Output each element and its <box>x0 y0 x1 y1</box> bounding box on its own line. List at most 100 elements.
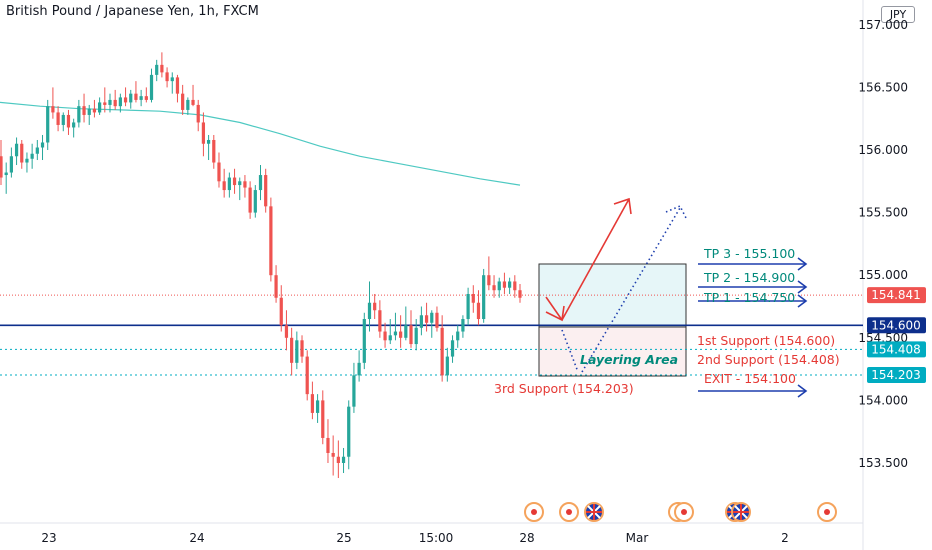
candle-body <box>435 312 439 328</box>
candle-body <box>227 177 231 191</box>
candle <box>326 419 330 463</box>
x-tick-label: 25 <box>336 531 351 545</box>
candle <box>206 134 211 161</box>
tp3-label: TP 3 - 155.100 <box>703 246 795 261</box>
candle-body <box>206 139 211 144</box>
candle <box>269 197 273 282</box>
candle <box>347 400 351 470</box>
event-icon <box>674 502 694 522</box>
candle <box>388 319 392 345</box>
candle <box>14 137 19 166</box>
candle <box>321 390 325 445</box>
candle-body <box>77 106 81 123</box>
candle-body <box>175 77 180 94</box>
candle <box>181 84 185 115</box>
candle <box>113 89 117 110</box>
candle-body <box>181 93 185 110</box>
support1-label: 1st Support (154.600) <box>697 333 835 348</box>
price-label-box <box>867 341 926 358</box>
candle <box>414 319 418 351</box>
candle <box>341 447 346 474</box>
price-label-box <box>867 366 926 383</box>
candle-body <box>165 72 169 82</box>
candle <box>435 306 439 332</box>
candle-body <box>9 156 13 173</box>
candle-body <box>232 177 237 186</box>
candle-body <box>284 325 289 338</box>
candle-body <box>87 108 91 115</box>
candle-body <box>508 281 512 288</box>
candle <box>212 134 216 169</box>
candle-body <box>191 99 195 105</box>
candle-body <box>238 181 242 186</box>
candle <box>508 277 512 294</box>
y-tick-label: 157.000 <box>858 18 908 32</box>
candle <box>108 93 112 113</box>
candle-body <box>409 325 413 345</box>
candle-body <box>35 147 39 154</box>
candle-body <box>310 394 315 413</box>
candle <box>476 290 481 326</box>
candle-body <box>419 315 423 328</box>
candle <box>149 68 154 103</box>
candle <box>20 139 24 169</box>
candle-body <box>4 172 8 176</box>
candle-body <box>295 340 299 363</box>
tp1-label: TP 1 - 154.750 <box>703 290 795 305</box>
x-tick-label: 2 <box>781 531 789 545</box>
candle-body <box>186 99 190 110</box>
candle-body <box>170 77 174 82</box>
currency-badge[interactable]: JPY <box>881 6 915 23</box>
candle <box>92 99 97 118</box>
candle-body <box>393 331 398 336</box>
candle-body <box>440 327 444 376</box>
time-axis[interactable]: 23 24 25 15:00 28 Mar 2 <box>41 531 788 545</box>
candle <box>175 74 180 103</box>
candle-body <box>326 437 330 453</box>
candle-body <box>201 122 206 144</box>
candle <box>51 87 55 119</box>
y-tick-label: 155.500 <box>858 206 908 220</box>
x-tick-label: 23 <box>41 531 56 545</box>
candle-body <box>279 297 283 326</box>
candle <box>456 325 460 348</box>
candle <box>305 350 309 401</box>
candle-body <box>51 106 55 113</box>
red-projection-arrow <box>545 197 632 322</box>
candle-body <box>82 106 86 115</box>
candle-body <box>0 156 3 178</box>
candle <box>217 152 221 188</box>
candle <box>310 381 315 420</box>
candle-body <box>445 356 449 376</box>
price-axis[interactable]: 157.000 156.500 156.000 155.500 155.000 154.5… <box>858 18 908 470</box>
candle <box>440 315 444 382</box>
y-tick-label: 156.500 <box>858 80 908 94</box>
candle <box>186 97 190 115</box>
candle <box>518 283 522 303</box>
candle <box>445 347 449 382</box>
candle-body <box>456 331 460 341</box>
candle-body <box>497 281 501 291</box>
event-icons[interactable] <box>524 502 837 522</box>
candle-body <box>321 400 325 438</box>
candle <box>129 89 133 109</box>
event-icon <box>524 502 544 522</box>
candle-body <box>196 104 200 123</box>
candle <box>243 175 247 198</box>
candle-body <box>367 302 372 320</box>
candle <box>290 327 294 376</box>
candle <box>502 272 507 294</box>
candle-body <box>40 142 45 148</box>
candle <box>103 87 107 113</box>
price-label-text: 154.841 <box>871 288 921 302</box>
candle <box>82 93 86 123</box>
candle <box>165 67 169 88</box>
candle-body <box>502 281 507 288</box>
candle <box>61 112 65 132</box>
candle <box>35 139 39 161</box>
candle-body <box>253 190 257 213</box>
candle <box>253 185 257 218</box>
candle-body <box>300 340 304 357</box>
candle <box>56 106 60 132</box>
